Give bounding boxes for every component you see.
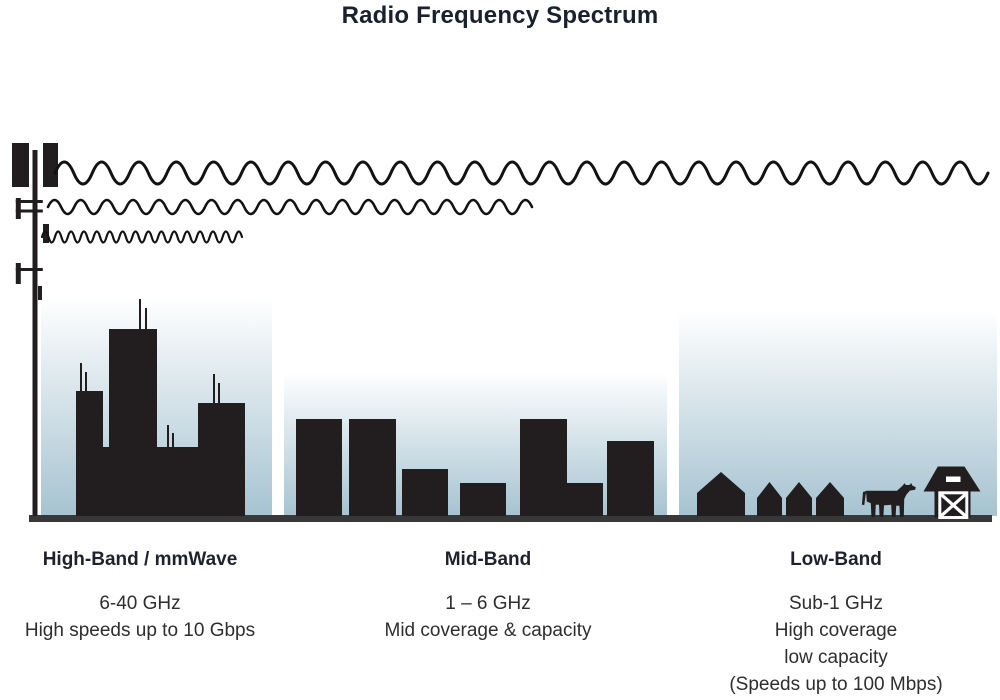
- low-band-wave-icon: [53, 160, 990, 186]
- house-icon: [786, 482, 812, 516]
- cow-icon: [861, 483, 916, 517]
- band-detail-line: High speeds up to 10 Gbps: [24, 620, 256, 641]
- house-icon: [697, 472, 745, 516]
- page-title: Radio Frequency Spectrum: [341, 2, 659, 29]
- ground-line: [29, 515, 992, 522]
- band-detail-line: Mid coverage & capacity: [384, 620, 592, 641]
- rooftop-antennas-icon: [80, 299, 220, 447]
- band-detail-line: 6-40 GHz: [99, 593, 181, 614]
- house-icon: [816, 482, 844, 516]
- barn-loft-vent: [946, 476, 961, 482]
- mid-band-wave-icon: [46, 198, 534, 216]
- rural-scene: [697, 466, 981, 519]
- barn-crossbuck-door: [938, 491, 969, 519]
- spectrum-scene: [12, 143, 997, 522]
- midrise-buildings-icon: [296, 419, 654, 516]
- cell-tower-icon: [12, 143, 58, 516]
- band-heading: Mid-Band: [444, 549, 532, 570]
- band-detail-line: Sub-1 GHz: [789, 593, 883, 614]
- high-band-wave-icon: [40, 230, 244, 244]
- band-heading: Low-Band: [790, 549, 882, 570]
- band-heading: High-Band / mmWave: [42, 549, 238, 570]
- house-icon: [757, 482, 782, 516]
- band-detail-line: (Speeds up to 100 Mbps): [729, 674, 943, 695]
- band-detail-line: High coverage: [774, 620, 898, 641]
- band-detail-line: low capacity: [784, 647, 888, 668]
- low-band-label-block: Low-Band Sub-1 GHz High coverage low cap…: [676, 548, 996, 698]
- band-detail-line: 1 – 6 GHz: [445, 593, 531, 614]
- barn-icon: [923, 466, 981, 519]
- high-band-label-block: High-Band / mmWave 6-40 GHz High speeds …: [0, 548, 300, 644]
- city-skyline-icon: [76, 299, 245, 516]
- mid-band-label-block: Mid-Band 1 – 6 GHz Mid coverage & capaci…: [328, 548, 648, 644]
